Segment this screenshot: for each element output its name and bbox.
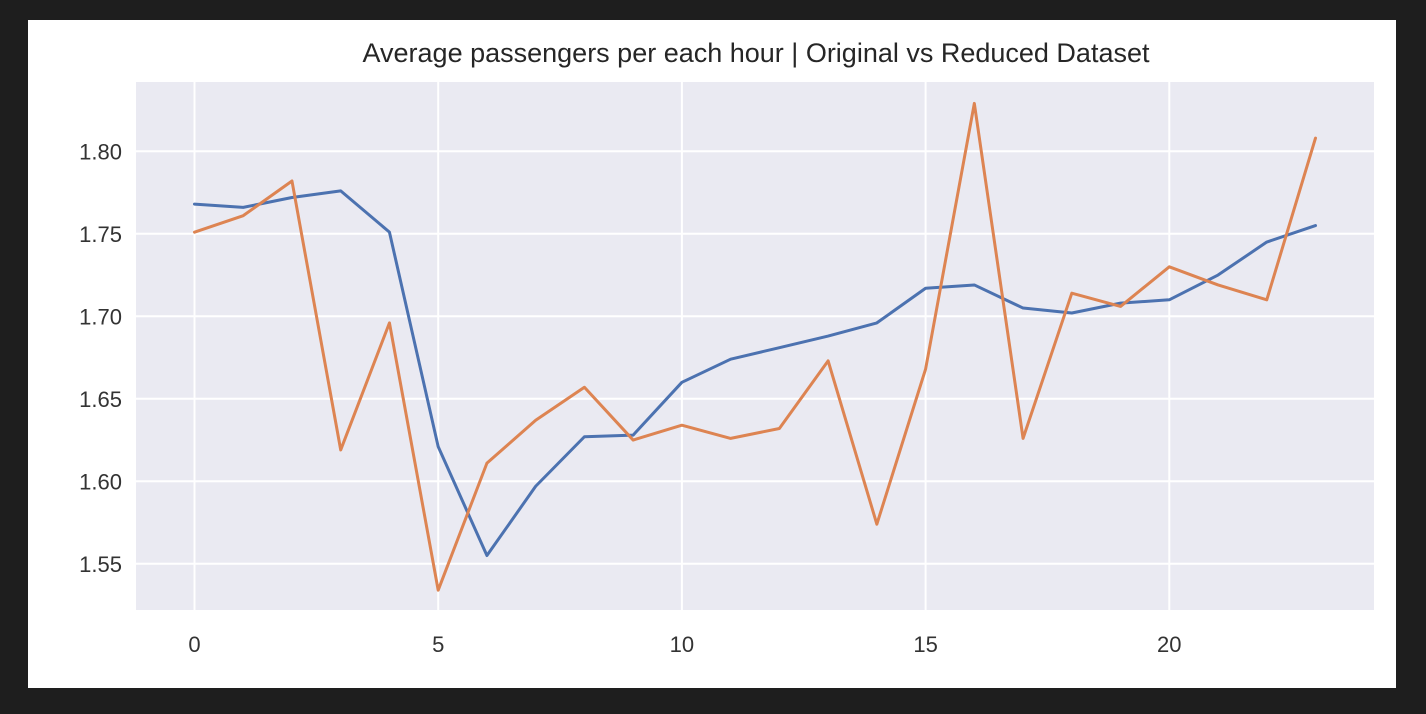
x-axis-ticks: 0 5 10 15 20 (188, 632, 1181, 657)
x-tick-label: 10 (670, 632, 694, 657)
x-tick-label: 0 (188, 632, 200, 657)
series-lines (192, 101, 1318, 592)
y-tick-label: 1.70 (79, 304, 122, 329)
series-line-2 (192, 101, 1318, 592)
y-tick-label: 1.60 (79, 469, 122, 494)
x-tick-label: 20 (1157, 632, 1181, 657)
chart-figure: Average passengers per each hour | Origi… (28, 20, 1396, 688)
plot-area (136, 82, 1374, 610)
y-axis-ticks: 1.55 1.60 1.65 1.70 1.75 1.80 (79, 139, 122, 577)
chart-title: Average passengers per each hour | Origi… (363, 38, 1150, 68)
series-line-1 (192, 189, 1318, 558)
y-tick-label: 1.65 (79, 387, 122, 412)
y-tick-label: 1.75 (79, 222, 122, 247)
line-chart: Average passengers per each hour | Origi… (79, 38, 1374, 657)
y-tick-label: 1.80 (79, 139, 122, 164)
grid-lines (136, 82, 1374, 610)
y-tick-label: 1.55 (79, 552, 122, 577)
x-tick-label: 5 (432, 632, 444, 657)
x-tick-label: 15 (913, 632, 937, 657)
